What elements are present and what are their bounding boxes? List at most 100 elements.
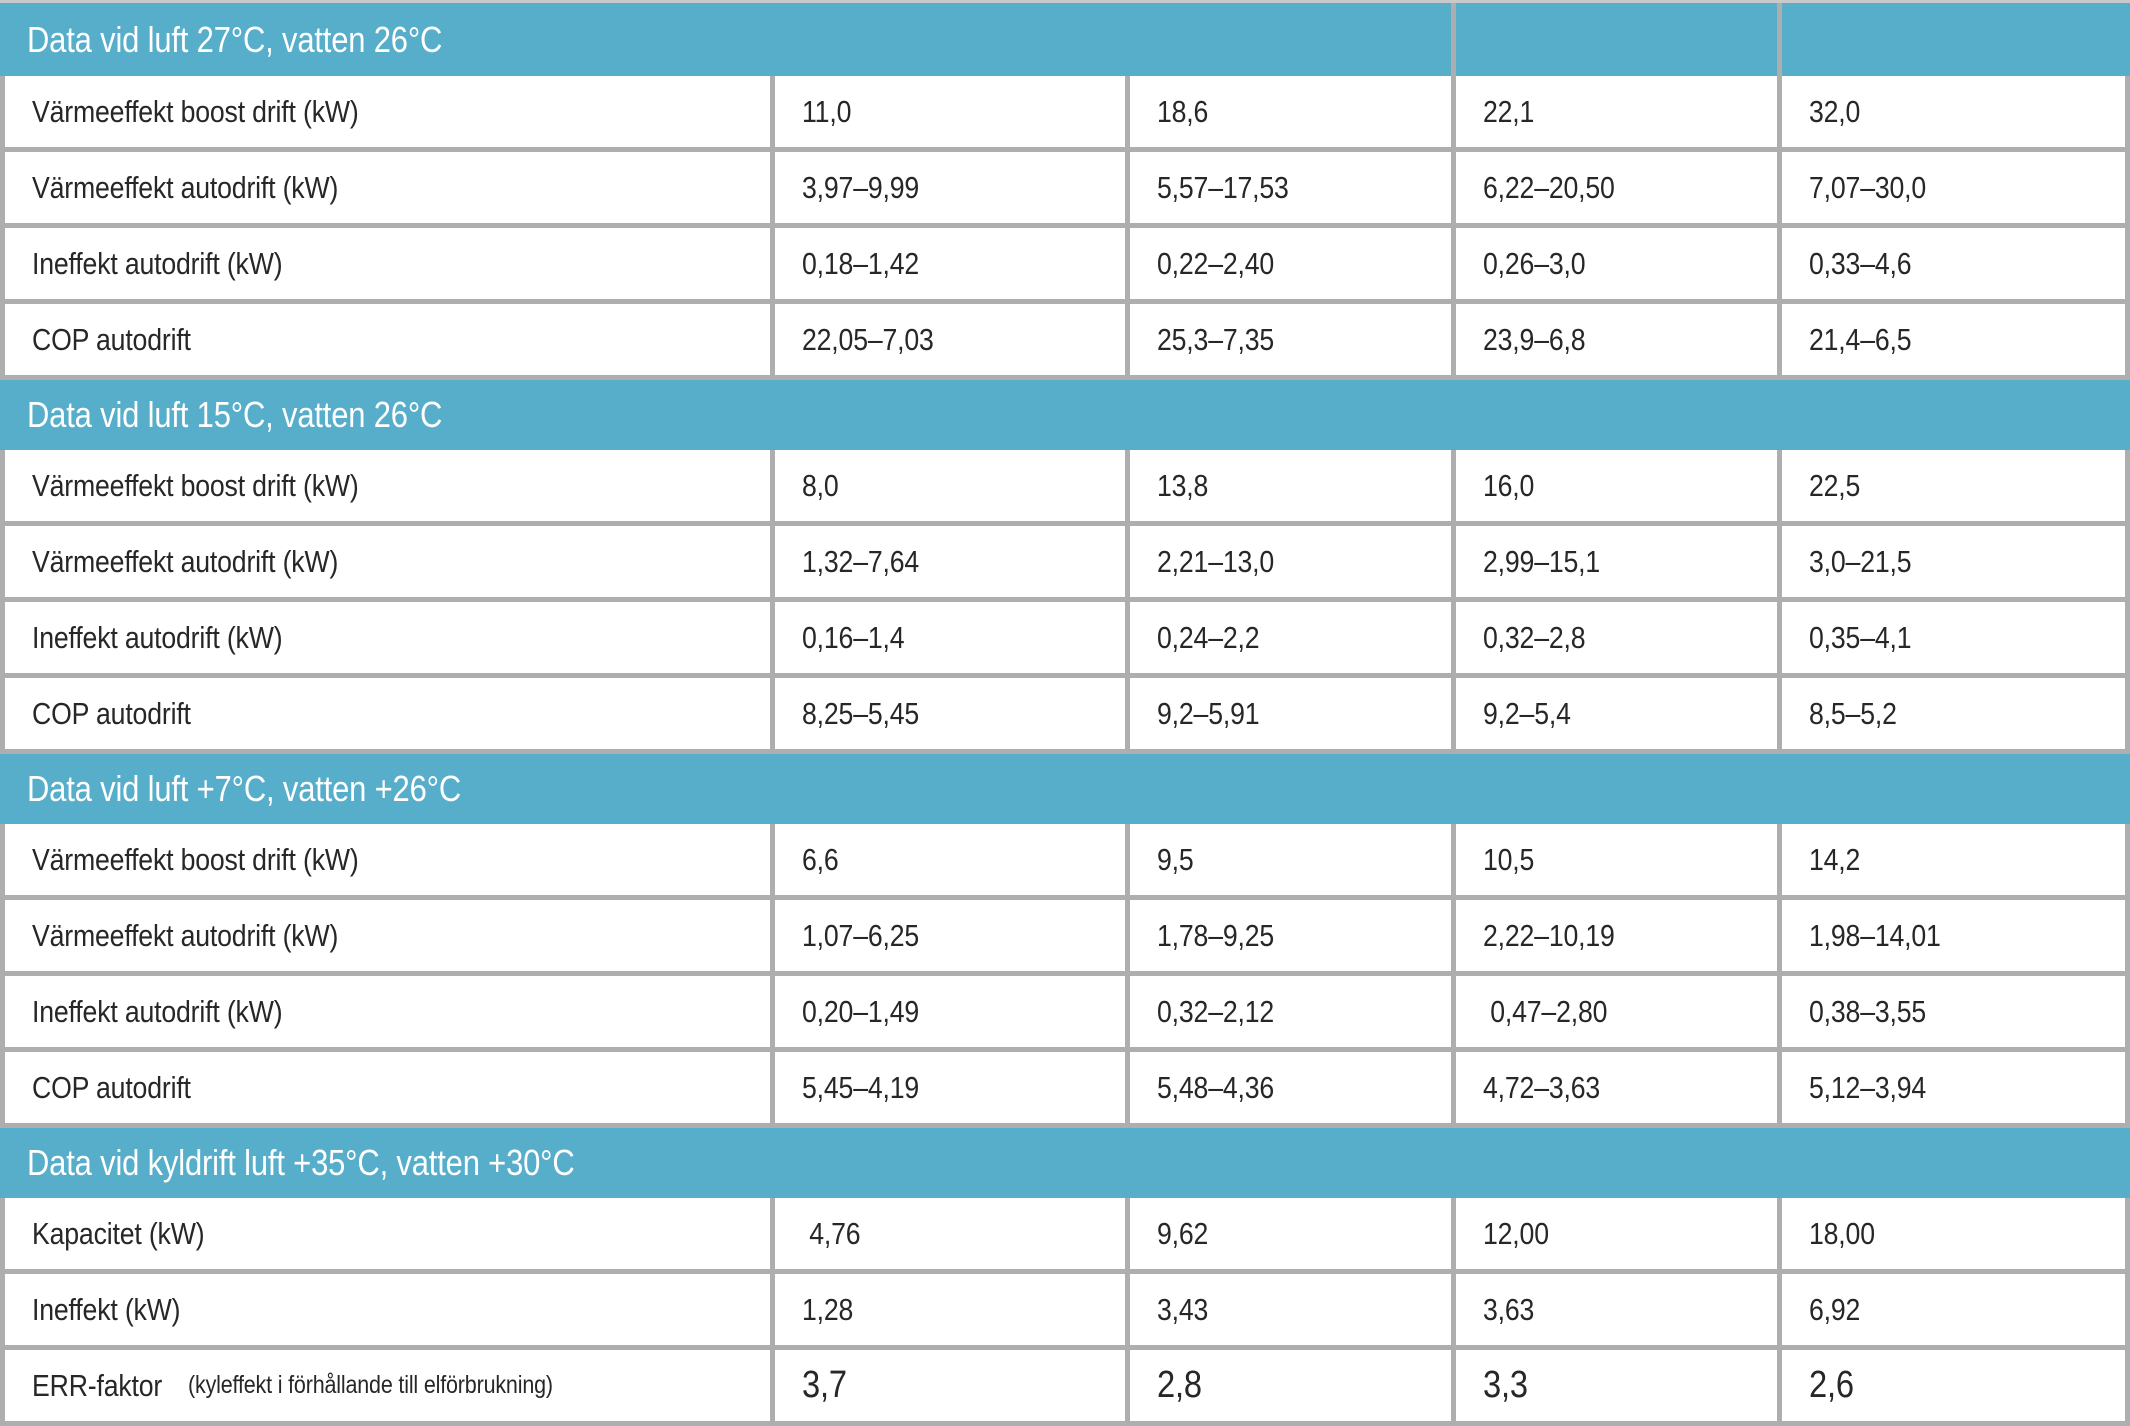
value: 2,8 bbox=[1157, 1364, 1202, 1406]
value: 6,6 bbox=[802, 841, 839, 877]
value-cell: 14,2 bbox=[1782, 824, 2130, 900]
table-row: COP autodrift 8,25–5,45 9,2–5,91 9,2–5,4 8,5… bbox=[0, 678, 2130, 754]
value-cell: 0,18–1,42 bbox=[775, 228, 1130, 304]
row-label: Ineffekt autodrift (kW) bbox=[32, 619, 283, 655]
value-cell: 32,0 bbox=[1782, 76, 2130, 152]
value: 0,24–2,2 bbox=[1157, 619, 1260, 655]
value: 3,3 bbox=[1483, 1364, 1528, 1406]
value-cell: 0,33–4,6 bbox=[1782, 228, 2130, 304]
row-label: Värmeeffekt boost drift (kW) bbox=[32, 841, 359, 877]
row-label-cell: COP autodrift bbox=[0, 1052, 775, 1128]
row-label-cell: Värmeeffekt autodrift (kW) bbox=[0, 152, 775, 228]
value: 7,07–30,0 bbox=[1809, 169, 1927, 205]
value: 12,00 bbox=[1483, 1215, 1549, 1251]
value-cell: 6,22–20,50 bbox=[1456, 152, 1782, 228]
value-cell: 2,6 bbox=[1782, 1350, 2130, 1426]
row-label: Värmeeffekt autodrift (kW) bbox=[32, 917, 339, 953]
value: 3,63 bbox=[1483, 1291, 1535, 1327]
row-label: Ineffekt autodrift (kW) bbox=[32, 245, 283, 281]
row-label-cell: COP autodrift bbox=[0, 678, 775, 754]
value-cell: 3,97–9,99 bbox=[775, 152, 1130, 228]
value: 9,5 bbox=[1157, 841, 1194, 877]
value-cell: 9,5 bbox=[1130, 824, 1456, 900]
value: 4,76 bbox=[802, 1215, 861, 1251]
value: 10,5 bbox=[1483, 841, 1535, 877]
value-cell: 4,72–3,63 bbox=[1456, 1052, 1782, 1128]
value-cell: 25,3–7,35 bbox=[1130, 304, 1456, 380]
section-header-title: Data vid luft +7°C, vatten +26°C bbox=[27, 768, 462, 809]
row-label-cell: ERR-faktor (kyleffekt i förhållande till … bbox=[0, 1350, 775, 1426]
row-label-cell: COP autodrift bbox=[0, 304, 775, 380]
table-row: Ineffekt autodrift (kW) 0,20–1,49 0,32–2,1… bbox=[0, 976, 2130, 1052]
table-row: Värmeeffekt autodrift (kW) 3,97–9,99 5,57–… bbox=[0, 152, 2130, 228]
row-label: Värmeeffekt autodrift (kW) bbox=[32, 543, 339, 579]
value-cell: 22,05–7,03 bbox=[775, 304, 1130, 380]
value-cell: 22,5 bbox=[1782, 450, 2130, 526]
value-cell: 3,3 bbox=[1456, 1350, 1782, 1426]
value: 0,26–3,0 bbox=[1483, 245, 1586, 281]
value: 0,32–2,12 bbox=[1157, 993, 1275, 1029]
value: 21,4–6,5 bbox=[1809, 321, 1912, 357]
row-label: ERR-faktor bbox=[32, 1367, 163, 1403]
table-row: Värmeeffekt boost drift (kW) 11,0 18,6 22,1… bbox=[0, 76, 2130, 152]
value: 22,1 bbox=[1483, 93, 1535, 129]
table-row: Värmeeffekt autodrift (kW) 1,07–6,25 1,78–… bbox=[0, 900, 2130, 976]
row-label: COP autodrift bbox=[32, 321, 191, 357]
value-cell: 1,07–6,25 bbox=[775, 900, 1130, 976]
row-label: Värmeeffekt boost drift (kW) bbox=[32, 467, 359, 503]
row-label-cell: Ineffekt autodrift (kW) bbox=[0, 976, 775, 1052]
value-cell: 5,45–4,19 bbox=[775, 1052, 1130, 1128]
value-cell: 6,6 bbox=[775, 824, 1130, 900]
row-label: COP autodrift bbox=[32, 695, 191, 731]
section-header-cell: Data vid luft 15°C, vatten 26°C bbox=[0, 380, 2130, 450]
value-cell: 5,12–3,94 bbox=[1782, 1052, 2130, 1128]
value: 1,98–14,01 bbox=[1809, 917, 1941, 953]
value: 6,92 bbox=[1809, 1291, 1861, 1327]
value: 23,9–6,8 bbox=[1483, 321, 1586, 357]
section-header-cell: Data vid luft +7°C, vatten +26°C bbox=[0, 754, 2130, 824]
value: 22,05–7,03 bbox=[802, 321, 934, 357]
value-cell: 1,78–9,25 bbox=[1130, 900, 1456, 976]
value: 14,2 bbox=[1809, 841, 1861, 877]
value: 1,07–6,25 bbox=[802, 917, 920, 953]
value: 4,72–3,63 bbox=[1483, 1069, 1601, 1105]
value-cell: 18,00 bbox=[1782, 1198, 2130, 1274]
row-label: COP autodrift bbox=[32, 1069, 191, 1105]
value-cell: 0,38–3,55 bbox=[1782, 976, 2130, 1052]
value-cell: 9,2–5,4 bbox=[1456, 678, 1782, 754]
value-cell: 9,62 bbox=[1130, 1198, 1456, 1274]
value: 0,33–4,6 bbox=[1809, 245, 1912, 281]
value: 0,20–1,49 bbox=[802, 993, 920, 1029]
value-cell: 2,21–13,0 bbox=[1130, 526, 1456, 602]
row-label-cell: Kapacitet (kW) bbox=[0, 1198, 775, 1274]
value-cell: 1,98–14,01 bbox=[1782, 900, 2130, 976]
row-label: Värmeeffekt autodrift (kW) bbox=[32, 169, 339, 205]
section-header-row: Data vid luft +7°C, vatten +26°C bbox=[0, 754, 2130, 824]
section-header-cell: Data vid kyldrift luft +35°C, vatten +30… bbox=[0, 1128, 2130, 1198]
value-cell: 2,22–10,19 bbox=[1456, 900, 1782, 976]
value-cell: 22,1 bbox=[1456, 76, 1782, 152]
value: 11,0 bbox=[802, 93, 852, 129]
value-cell: 8,25–5,45 bbox=[775, 678, 1130, 754]
row-label-cell: Värmeeffekt boost drift (kW) bbox=[0, 450, 775, 526]
value: 32,0 bbox=[1809, 93, 1861, 129]
value: 8,25–5,45 bbox=[802, 695, 920, 731]
row-label-cell: Värmeeffekt autodrift (kW) bbox=[0, 526, 775, 602]
table-row: ERR-faktor (kyleffekt i förhållande till … bbox=[0, 1350, 2130, 1426]
section-header-cell: Data vid luft 27°C, vatten 26°C bbox=[0, 3, 1456, 76]
value-cell: 0,32–2,12 bbox=[1130, 976, 1456, 1052]
row-label-cell: Värmeeffekt boost drift (kW) bbox=[0, 824, 775, 900]
row-label-cell: Ineffekt (kW) bbox=[0, 1274, 775, 1350]
value: 2,99–15,1 bbox=[1483, 543, 1601, 579]
value: 2,22–10,19 bbox=[1483, 917, 1615, 953]
value-cell: 3,43 bbox=[1130, 1274, 1456, 1350]
value: 5,12–3,94 bbox=[1809, 1069, 1927, 1105]
value-cell: 0,20–1,49 bbox=[775, 976, 1130, 1052]
value: 5,57–17,53 bbox=[1157, 169, 1289, 205]
value: 9,62 bbox=[1157, 1215, 1209, 1251]
row-label-cell: Värmeeffekt autodrift (kW) bbox=[0, 900, 775, 976]
section-header-row: Data vid kyldrift luft +35°C, vatten +30… bbox=[0, 1128, 2130, 1198]
value: 2,6 bbox=[1809, 1364, 1854, 1406]
value: 3,7 bbox=[802, 1364, 847, 1406]
